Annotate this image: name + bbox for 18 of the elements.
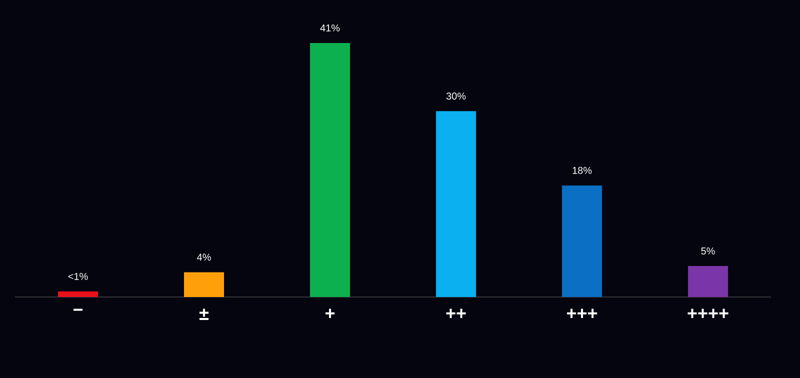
x-tick-label: +: [326, 308, 335, 318]
data-label: 30%: [446, 92, 466, 100]
bar: [562, 185, 602, 297]
bar: [436, 111, 476, 297]
data-label: 41%: [320, 24, 340, 32]
x-tick-label: ++: [446, 308, 466, 318]
bar: [310, 43, 350, 297]
bar: [184, 272, 224, 297]
data-label: 4%: [197, 254, 211, 261]
x-tick-label: ±: [199, 308, 209, 320]
bar: [688, 266, 728, 297]
data-label: 18%: [572, 166, 592, 174]
x-tick-label: ++++: [688, 308, 728, 318]
data-label: 5%: [701, 247, 715, 254]
data-label: <1%: [68, 272, 88, 280]
bar: [58, 291, 98, 297]
x-tick-label: −: [74, 308, 83, 311]
x-tick-label: +++: [566, 308, 598, 318]
